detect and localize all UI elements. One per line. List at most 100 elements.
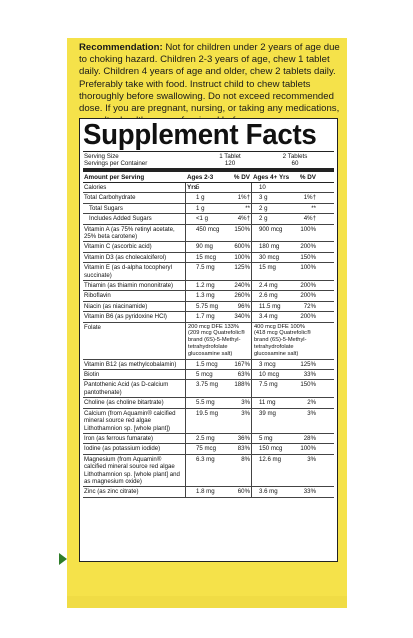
amount-a: 1 g: [185, 193, 225, 203]
dv-a: 63%: [237, 371, 250, 379]
amount-a: 1.3 mg: [185, 291, 225, 301]
dv-a: 150%: [234, 225, 250, 233]
dv-a: [225, 183, 251, 192]
dv-b-header: % DV: [299, 174, 316, 181]
triangle-marker-icon: [59, 553, 67, 565]
nutrient-name: Niacin (as niacinamide): [84, 302, 148, 310]
amount-b: 11.5 mg: [251, 301, 291, 312]
dv-a: 125%: [234, 264, 250, 272]
dv-b: 200%: [300, 243, 316, 251]
table-row: Vitamin A (as 75% retinyl acetate, 25% b…: [83, 224, 334, 243]
dv-a: 100%: [234, 253, 250, 261]
nutrient-name: Iron (as ferrous fumarate): [84, 434, 154, 442]
nutrient-name: Calcium (from Aquamin® calcified mineral…: [84, 409, 176, 432]
table-row: Biotin 5 mcg 63% 10 mcg 33%: [83, 370, 334, 381]
dv-a: 83%: [237, 445, 250, 453]
table-row: Vitamin E (as d-alpha tocopheryl succina…: [83, 263, 334, 282]
table-row: Pantothenic Acid (as D-calcium pantothen…: [83, 380, 334, 399]
nutrient-name: Includes Added Sugars: [89, 215, 152, 223]
dv-a: 340%: [234, 313, 250, 321]
amount-b: 2.4 mg: [251, 281, 291, 291]
dv-a: 96%: [237, 302, 250, 310]
dv-b: 33%: [303, 488, 316, 496]
amount-a: 75 mcg: [185, 444, 225, 454]
dv-a: 3%: [241, 399, 250, 407]
amount-a: 7.5 mg: [185, 263, 225, 281]
dv-b: 72%: [303, 302, 316, 310]
table-row: Magnesium (from Aquamin® calcified miner…: [83, 454, 334, 488]
table-row: Iron (as ferrous fumarate) 2.5 mg 36% 5 mg 2…: [83, 433, 334, 445]
nutrient-name: Vitamin D3 (as cholecalciferol): [84, 253, 167, 261]
amount-a: 1.7 mg: [185, 312, 225, 322]
nutrient-name: Vitamin A (as 75% retinyl acetate, 25% b…: [84, 225, 175, 241]
table-row: Zinc (as zinc citrate) 1.8 mg 60% 3.6 mg 33%: [83, 487, 334, 498]
table-row: Iodine (as potassium iodide) 75 mcg 83% 150…: [83, 444, 334, 455]
amount-a: 19.5 mg: [185, 408, 225, 433]
nutrient-name: Total Sugars: [89, 204, 123, 212]
dv-b: 4%†: [303, 215, 316, 223]
dv-b: 125%: [300, 360, 316, 368]
nutrient-name: Riboflavin: [84, 292, 111, 300]
amount-a: 5 mcg: [185, 370, 225, 380]
amount-b: 11 mg: [251, 398, 291, 408]
table-row: Folate 200 mcg DFE 133% (209 mcg Quatrefo…: [83, 322, 334, 360]
dv-b: 200%: [300, 282, 316, 290]
dv-a: 60%: [237, 488, 250, 496]
amount-a: 1.8 mg: [185, 487, 225, 497]
table-row: Vitamin B12 (as methylcobalamin) 1.5 mcg 1…: [83, 359, 334, 371]
amount-b: 3.6 mg: [251, 487, 291, 497]
dv-a: 3%: [241, 409, 250, 417]
table-row: Niacin (as niacinamide) 5.75 mg 96% 11.5 mg…: [83, 301, 334, 313]
recommendation-body: Not for children under 2 years of age du…: [79, 42, 340, 126]
table-row: Thiamin (as thiamin mononitrate) 1.2 mg 24…: [83, 281, 334, 292]
amount-b: 10: [251, 183, 291, 193]
nutrient-name: Magnesium (from Aquamin® calcified miner…: [84, 455, 180, 485]
amount-b: 3.4 mg: [251, 312, 291, 322]
nutrient-name: Vitamin B6 (as pyridoxine HCl): [84, 313, 167, 321]
nutrient-name: Vitamin E (as d-alpha tocopheryl succina…: [84, 264, 172, 279]
amount-a: 2.5 mg: [185, 433, 225, 444]
amount-b: 10 mcg: [251, 370, 291, 380]
dv-b: 200%: [300, 313, 316, 321]
amount-a: <1 g: [185, 214, 225, 224]
dv-b: 1%†: [303, 194, 316, 202]
amount-a: 5: [185, 183, 225, 193]
column-header: Amount per Serving Ages 2-3 Yrs % DV Age…: [83, 172, 334, 191]
dv-a-header: % DV: [233, 174, 250, 181]
dv-a: 1%†: [237, 194, 250, 202]
amount-b: 5 mg: [251, 433, 291, 444]
dv-b: 150%: [300, 253, 316, 261]
amount-b: 180 mg: [251, 242, 291, 252]
serving-size-a: 1 Tablet: [219, 153, 241, 160]
amount-b: 30 mcg: [251, 252, 291, 263]
dv-a: 4%†: [237, 215, 250, 223]
amount-a: 6.3 mg: [185, 454, 225, 487]
amount-b: 400 mcg DFE 100% (418 mcg Quatrefolic® b…: [251, 322, 317, 359]
dv-b: **: [311, 204, 316, 212]
table-row: Vitamin B6 (as pyridoxine HCl) 1.7 mg 340%…: [83, 312, 334, 323]
amount-a: 1.2 mg: [185, 281, 225, 291]
serving-info: Serving Size Servings per Container 1 Ta…: [83, 151, 334, 168]
amount-a: 200 mcg DFE 133% (209 mcg Quatrefolic® b…: [185, 322, 251, 359]
table-row: Total Carbohydrate 1 g 1%† 3 g 1%†: [83, 193, 334, 204]
nutrient-name: Total Carbohydrate: [84, 194, 136, 202]
serving-size-b: 2 Tablets: [282, 153, 308, 160]
nutrient-name: Vitamin B12 (as methylcobalamin): [84, 360, 177, 368]
thick-divider: [83, 168, 334, 172]
dv-a: 600%: [234, 243, 250, 251]
age-a-header: Ages 2-3 Yrs: [187, 174, 214, 191]
dv-b: 100%: [300, 445, 316, 453]
nutrient-name: Biotin: [84, 371, 100, 379]
dv-b: 3%: [307, 455, 316, 463]
amount-a: 15 mcg: [185, 252, 225, 263]
dv-a: **: [245, 204, 250, 212]
nutrient-table: Calories 5 10 Total Carbohydrate 1 g 1%† 3 g 1%…: [83, 183, 334, 498]
nutrient-name: Thiamin (as thiamin mononitrate): [84, 282, 174, 290]
amount-b: 39 mg: [251, 408, 291, 433]
dv-a: 240%: [234, 282, 250, 290]
supplement-facts-title: Supplement Facts: [83, 119, 317, 151]
dv-a: 8%: [241, 455, 250, 463]
dv-b: 3%: [307, 409, 316, 417]
amount-a: 3.75 mg: [185, 380, 225, 398]
recommendation-heading: Recommendation:: [79, 42, 163, 53]
